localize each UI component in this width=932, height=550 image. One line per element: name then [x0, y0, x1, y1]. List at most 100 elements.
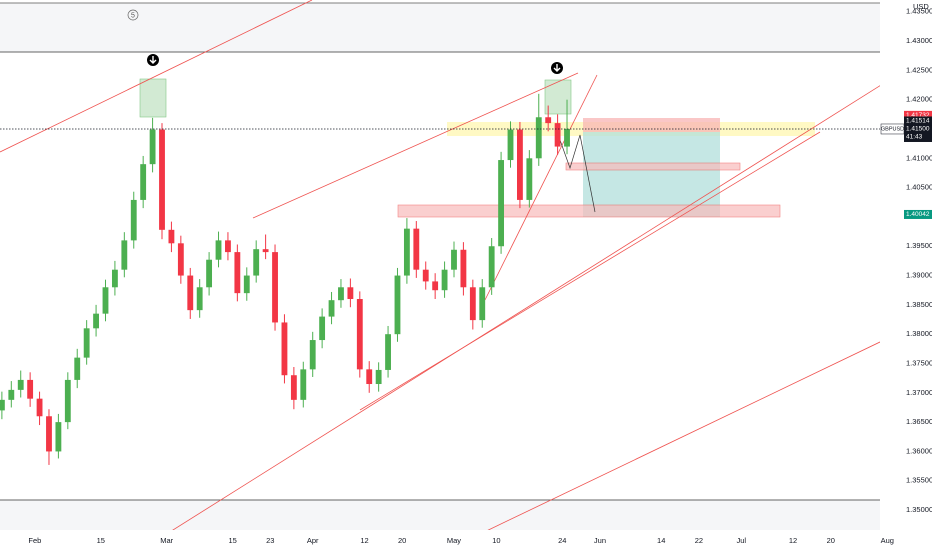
y-tick-label: 1.42500 [906, 65, 932, 74]
price-badge [904, 110, 932, 120]
trend-line [487, 341, 880, 530]
candle-body [375, 369, 382, 385]
x-tick-label: 15 [228, 536, 236, 545]
candle-body [149, 129, 156, 165]
candle-body [36, 398, 43, 417]
candle-body [479, 287, 486, 321]
candle-body [385, 334, 391, 370]
zone-red [565, 162, 741, 171]
candle-body [413, 228, 420, 270]
x-tick-label: Aug [881, 536, 894, 545]
x-tick-label: 24 [558, 536, 566, 545]
candle-body [140, 164, 147, 200]
candle-body [488, 246, 495, 288]
candle-body [356, 299, 363, 370]
candle-body [338, 287, 344, 301]
x-tick-label: Feb [28, 536, 41, 545]
x-tick-label: 14 [657, 536, 665, 545]
candle-body [319, 316, 326, 341]
y-tick-label: 1.42000 [906, 95, 932, 104]
y-tick-label: 1.43500 [906, 7, 932, 16]
price-label: 1.40042 [906, 211, 930, 218]
candle-body [432, 281, 439, 291]
candle-body [206, 259, 213, 288]
candle-body [347, 287, 354, 300]
y-tick-label: 1.40500 [906, 183, 932, 192]
x-tick-label: 12 [360, 536, 368, 545]
marker-label: 5 [131, 12, 135, 19]
candle-body [300, 369, 307, 400]
candle-body [102, 287, 109, 314]
candle-body [196, 287, 203, 311]
price-axis [880, 0, 932, 550]
candle-body [0, 399, 5, 411]
stop-zone [583, 118, 720, 132]
currency-label: USD [913, 2, 929, 11]
x-tick-label: Apr [307, 536, 319, 545]
candle-body [498, 160, 505, 247]
candle-body [17, 379, 24, 390]
last-price-label: 1.41500 [906, 126, 930, 133]
y-tick-label: 1.37500 [906, 358, 932, 367]
drawings [0, 0, 880, 530]
candle-body [281, 322, 288, 376]
candle-body [215, 240, 222, 260]
y-tick-label: 1.39500 [906, 241, 932, 250]
trend-line [484, 74, 598, 301]
marker-circle [127, 9, 139, 21]
trend-line [172, 85, 880, 530]
countdown-label: 41:43 [906, 134, 923, 141]
candle-body [111, 269, 118, 288]
candle-body [451, 249, 457, 270]
zone-green [139, 78, 167, 118]
candle-body [121, 240, 128, 270]
candle-body [234, 252, 241, 294]
candle-body [272, 252, 278, 323]
candle-body [441, 269, 448, 291]
candle-body [253, 249, 260, 276]
candle-body [535, 117, 542, 159]
x-tick-label: 23 [266, 536, 274, 545]
candle-body [517, 129, 523, 200]
candle-body [290, 375, 297, 400]
candle-body [469, 287, 476, 321]
candle-body [394, 275, 401, 335]
candle-body [507, 129, 514, 161]
price-badge [904, 209, 932, 219]
candle-body [366, 369, 373, 385]
candle-body [328, 300, 335, 317]
trend-line [0, 0, 313, 153]
x-tick-label: 20 [398, 536, 406, 545]
x-tick-label: 15 [97, 536, 105, 545]
top-pane [0, 3, 880, 52]
candle-body [177, 243, 184, 276]
arrow-marker [147, 54, 159, 66]
y-tick-label: 1.36500 [906, 417, 932, 426]
candle-body [526, 158, 533, 200]
candle-body [8, 389, 15, 400]
candle-body [83, 328, 90, 358]
candle-body [46, 416, 52, 452]
zone-red [397, 204, 781, 218]
y-tick-label: 1.41000 [906, 153, 932, 162]
x-tick-label: May [447, 536, 461, 545]
candle-body [545, 117, 552, 124]
candle-body [225, 240, 231, 253]
x-tick-label: 20 [827, 536, 835, 545]
x-tick-label: 12 [789, 536, 797, 545]
candle-body [243, 275, 250, 294]
candle-body [422, 269, 429, 282]
x-tick-label: Mar [160, 536, 173, 545]
y-tick-label: 1.35000 [906, 505, 932, 514]
candle-body [168, 229, 175, 244]
candle-body [564, 128, 570, 147]
candle-body [130, 199, 137, 241]
y-tick-label: 1.43000 [906, 36, 932, 45]
candle-body [403, 228, 410, 276]
x-tick-label: 22 [695, 536, 703, 545]
candle-body [74, 357, 81, 380]
y-tick-label: 1.36000 [906, 446, 932, 455]
price-badge [904, 116, 932, 126]
trend-line [359, 131, 821, 411]
